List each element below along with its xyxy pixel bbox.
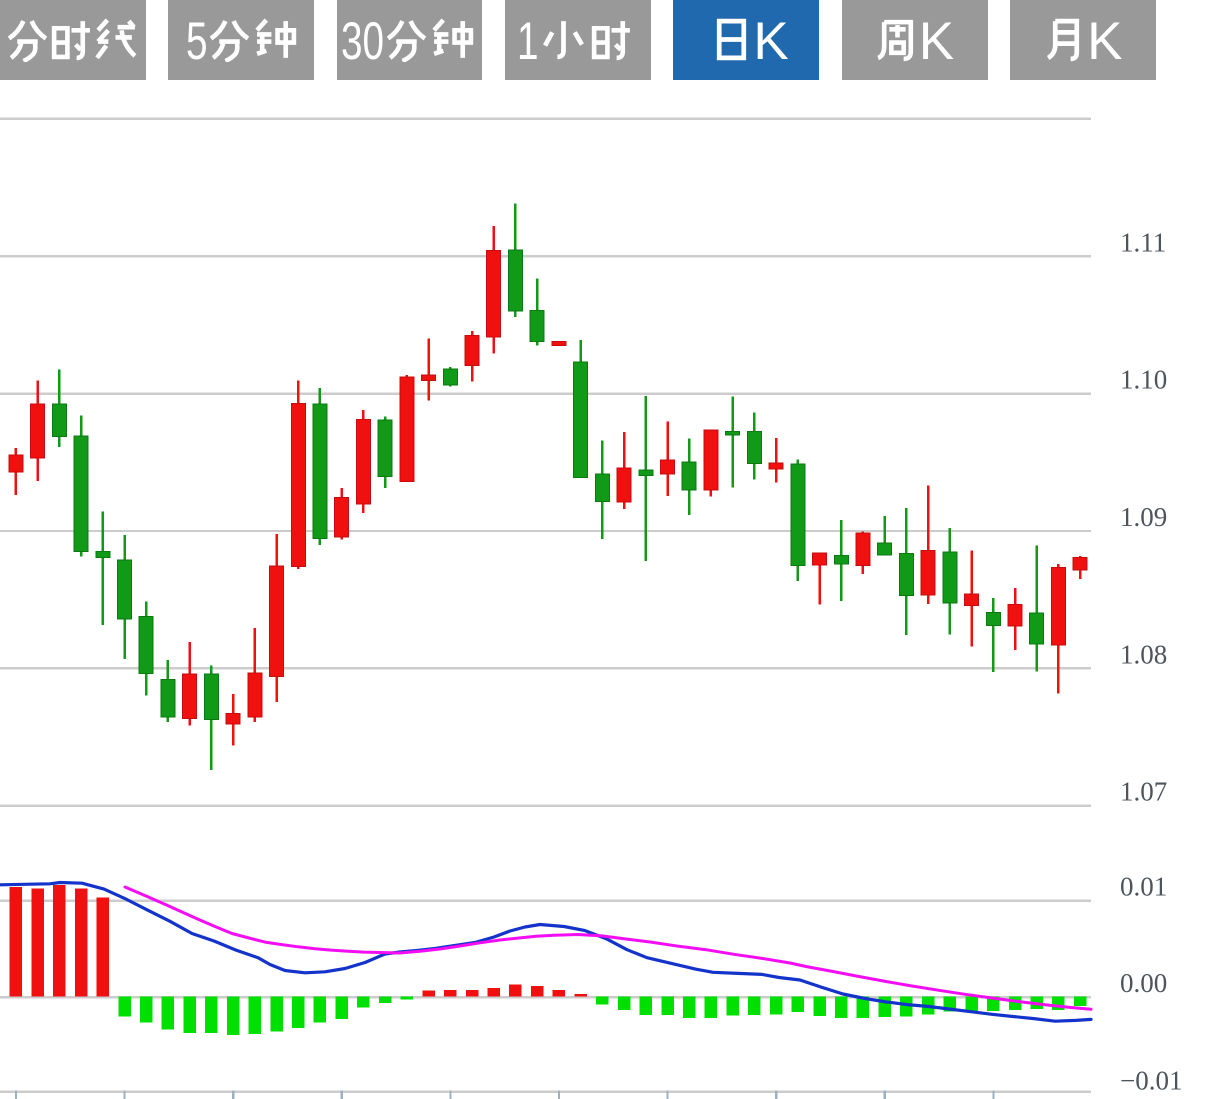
svg-text:−0.01: −0.01	[1120, 1066, 1182, 1096]
svg-text:1.10: 1.10	[1120, 365, 1167, 395]
svg-text:1.11: 1.11	[1120, 228, 1166, 258]
svg-text:0.00: 0.00	[1120, 968, 1167, 998]
svg-text:0.01: 0.01	[1120, 872, 1167, 902]
svg-text:1.09: 1.09	[1120, 502, 1167, 532]
svg-text:1.07: 1.07	[1120, 777, 1167, 807]
svg-text:1.08: 1.08	[1120, 640, 1167, 670]
